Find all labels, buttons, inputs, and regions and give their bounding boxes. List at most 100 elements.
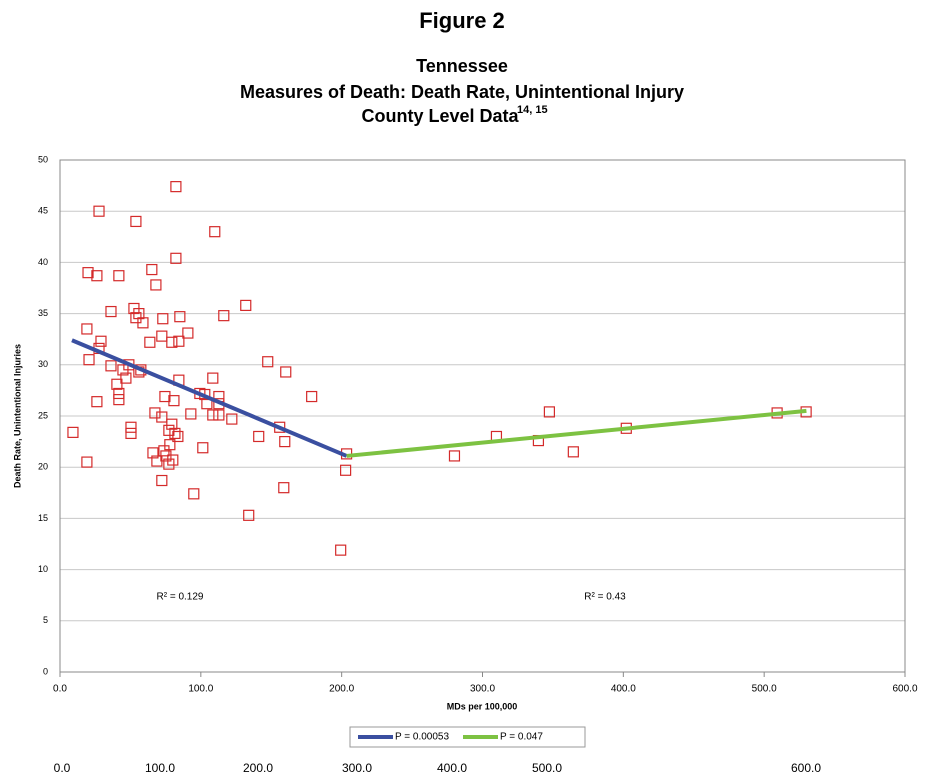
trend-line (346, 408, 807, 458)
point (207, 372, 219, 384)
point (182, 327, 194, 339)
point (157, 313, 169, 325)
point (91, 270, 103, 282)
point (133, 308, 145, 320)
chart-title: Measures of Death: Death Rate, Unintenti… (240, 82, 684, 102)
point (105, 305, 117, 318)
x-tick-label: 400.0 (611, 684, 636, 695)
point (185, 408, 197, 420)
y-tick-label: 50 (38, 154, 48, 164)
title-superscript: 14, 15 (517, 104, 548, 116)
point (174, 311, 186, 323)
point (113, 394, 125, 406)
point (159, 390, 171, 403)
point (280, 366, 292, 378)
x-tick-label: 500.0 (752, 684, 777, 695)
x-tick-label: 100.0 (188, 684, 213, 695)
point (173, 335, 185, 347)
point (169, 427, 181, 440)
point (95, 335, 107, 347)
annotation: R² = 0.43 (584, 592, 626, 603)
footer-label: 400.0 (437, 761, 467, 775)
point (335, 544, 347, 556)
point (156, 411, 168, 423)
point (279, 436, 291, 448)
point (567, 446, 579, 458)
point (170, 181, 182, 193)
point (150, 279, 162, 291)
footer-label: 100.0 (145, 761, 175, 775)
point (81, 456, 93, 468)
point (164, 439, 176, 451)
y-tick-label: 25 (38, 410, 48, 420)
point (130, 215, 142, 228)
footer-label: 500.0 (532, 761, 562, 775)
point (253, 430, 265, 443)
point (113, 270, 125, 282)
legend-label: P = 0.00053 (395, 732, 449, 743)
y-tick-label: 20 (38, 462, 48, 472)
point (197, 442, 209, 454)
chart-title: County Level Data (361, 106, 519, 126)
footer-label: 300.0 (342, 761, 372, 775)
y-tick-label: 35 (38, 308, 48, 318)
point (82, 267, 94, 279)
point (163, 458, 175, 470)
y-tick-label: 15 (38, 513, 48, 523)
point (240, 299, 252, 312)
point (209, 226, 221, 238)
point (156, 474, 168, 487)
legend-box (349, 726, 586, 748)
point (170, 252, 182, 264)
y-tick-label: 45 (38, 206, 48, 216)
point (166, 418, 178, 430)
x-tick-label: 300.0 (470, 684, 495, 695)
chart-title: Tennessee (416, 56, 508, 76)
point (172, 430, 184, 443)
point (125, 427, 137, 440)
point (113, 387, 125, 400)
x-tick-label: 0.0 (53, 684, 67, 695)
trend-line (71, 338, 348, 458)
point (67, 426, 79, 438)
point (91, 396, 103, 408)
point (543, 406, 555, 418)
point (306, 390, 318, 403)
point (243, 509, 255, 521)
point (83, 354, 95, 366)
point (168, 395, 180, 407)
y-axis-label: Death Rate, Unintentional Injuries (12, 344, 22, 488)
x-tick-label: 600.0 (892, 684, 917, 695)
footer-label: 600.0 (791, 761, 821, 775)
point (146, 263, 158, 276)
y-tick-label: 5 (43, 615, 48, 625)
point (226, 413, 238, 425)
footer-label: 0.0 (54, 761, 71, 775)
point (448, 450, 461, 462)
point (147, 447, 159, 459)
point (160, 450, 172, 462)
point (278, 482, 290, 494)
point (262, 356, 274, 368)
point (144, 336, 156, 348)
point (213, 409, 225, 421)
point (81, 323, 93, 335)
point (149, 407, 161, 419)
x-tick-label: 200.0 (329, 684, 354, 695)
y-tick-label: 0 (43, 666, 48, 676)
point (188, 488, 200, 500)
x-axis-label: MDs per 100,000 (447, 701, 518, 711)
point (125, 421, 137, 433)
footer-label: 200.0 (243, 761, 273, 775)
y-tick-label: 30 (38, 359, 48, 369)
point (166, 336, 178, 348)
point (105, 360, 117, 372)
point (156, 330, 168, 342)
point (163, 424, 175, 436)
y-tick-label: 10 (38, 564, 48, 574)
point (120, 372, 132, 384)
point (207, 409, 219, 421)
annotation: R² = 0.129 (157, 592, 204, 603)
point (111, 378, 123, 390)
